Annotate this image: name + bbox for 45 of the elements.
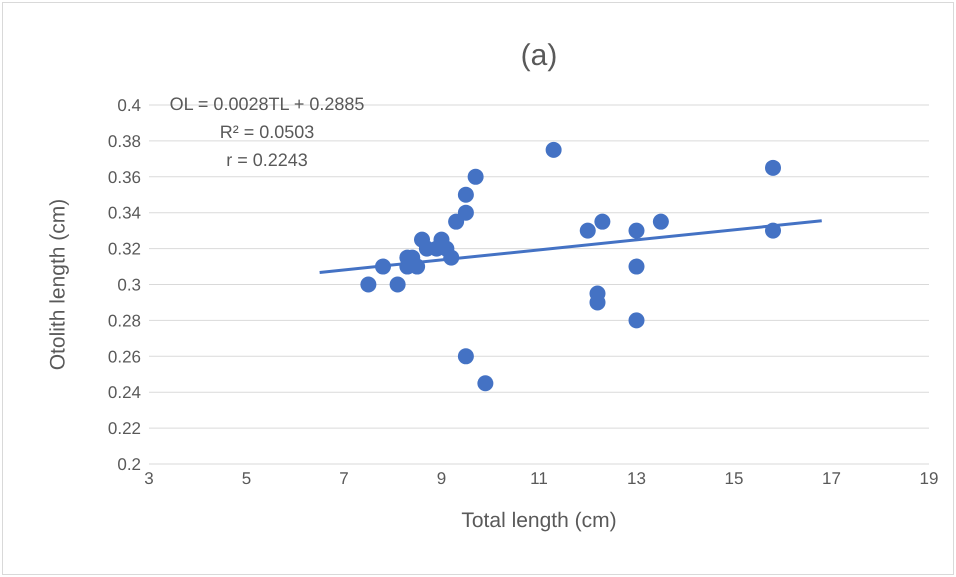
x-tick-label: 11 [530, 469, 548, 488]
point [594, 214, 610, 230]
point [628, 222, 644, 239]
y-tick-label: 0.24 [108, 383, 141, 402]
point [628, 258, 644, 275]
y-tick-label: 0.26 [108, 347, 141, 366]
point [546, 142, 562, 158]
y-tick-label: 0.38 [108, 132, 141, 151]
x-tick-label: 19 [920, 469, 938, 488]
y-tick-label: 0.4 [117, 96, 141, 116]
x-tick-label: 17 [822, 469, 841, 488]
annotation: R² = 0.0503 [220, 122, 314, 142]
point [765, 160, 781, 176]
x-tick-label: 7 [339, 469, 349, 488]
point [443, 250, 460, 266]
point [448, 214, 464, 230]
y-axis-title: Otolith length (cm) [46, 198, 70, 370]
y-tick-label: 0.3 [117, 276, 141, 295]
chart-title: (a) [520, 39, 558, 72]
y-tick-label: 0.2 [117, 455, 141, 474]
annotation: r = 0.2243 [226, 150, 308, 170]
point [765, 222, 781, 239]
point [458, 204, 474, 221]
point [458, 186, 474, 203]
point [458, 348, 474, 364]
y-tick-label: 0.34 [108, 204, 141, 223]
x-tick-label: 3 [144, 469, 154, 488]
y-tick-label: 0.28 [108, 311, 141, 330]
annotation: OL = 0.0028TL + 0.2885 [170, 94, 364, 114]
point [360, 276, 376, 292]
point [375, 258, 391, 275]
x-tick-label: 9 [436, 469, 446, 488]
point [477, 375, 494, 392]
point [390, 276, 406, 292]
x-tick-label: 5 [242, 469, 252, 488]
y-tick-label: 0.32 [108, 240, 141, 259]
y-tick-label: 0.36 [108, 168, 141, 187]
point [628, 312, 644, 328]
point [468, 168, 484, 185]
x-axis-title: Total length (cm) [461, 509, 617, 532]
x-tick-label: 13 [627, 469, 646, 488]
x-tick-label: 15 [724, 469, 744, 488]
y-tick-label: 0.22 [108, 419, 141, 438]
point [580, 222, 596, 239]
point [652, 214, 669, 230]
